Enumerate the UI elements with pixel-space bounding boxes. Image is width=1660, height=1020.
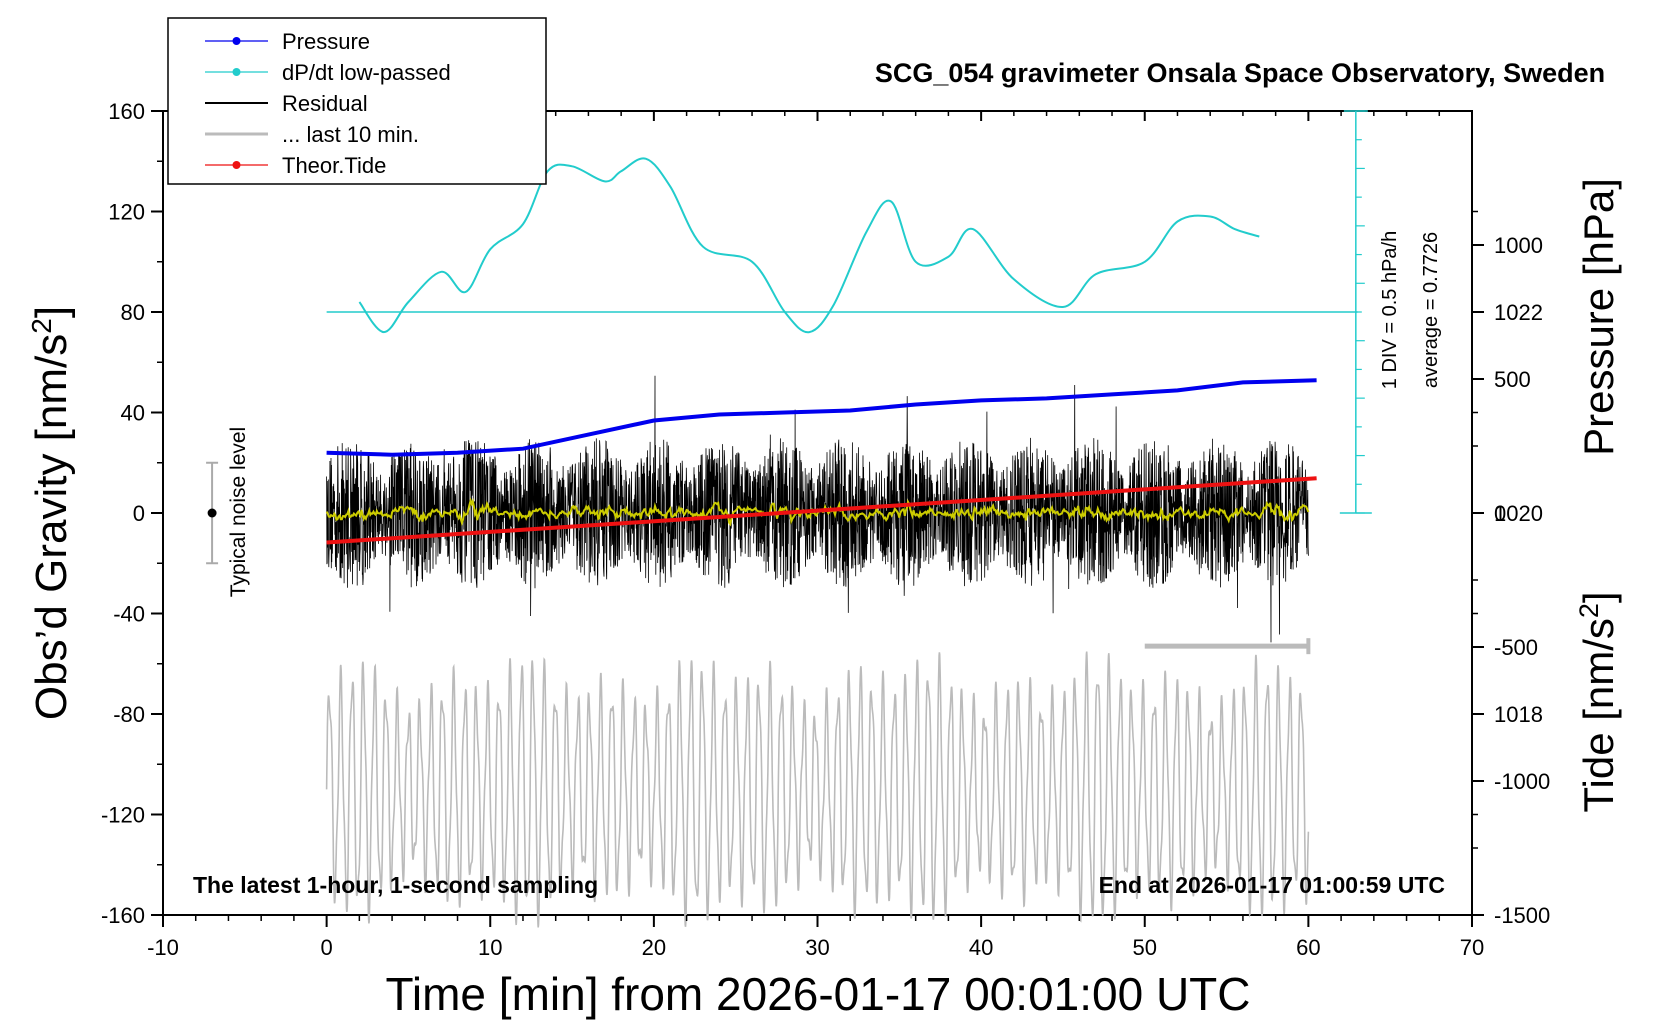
- legend-label-4: Theor.Tide: [282, 153, 386, 178]
- y-tick-label: 80: [121, 300, 145, 325]
- y-axis-label-tide: Tide [nm/s2]: [1574, 591, 1622, 812]
- last-10-min-series: [325, 638, 1311, 928]
- pressure-tick-label: 1018: [1494, 702, 1543, 727]
- last-10-min-line: [325, 651, 1310, 928]
- residual-smoothed: [325, 497, 1310, 527]
- residual-line: [326, 375, 1309, 643]
- x-tick-label: 50: [1133, 935, 1157, 960]
- dpdt-div-label: 1 DIV = 0.5 hPa/h: [1379, 231, 1401, 389]
- y-tick-label: 160: [108, 99, 145, 124]
- tide-tick-label: -1500: [1494, 903, 1550, 928]
- series-line-2: [326, 476, 1317, 545]
- y-axis-label-gravity-sup: 2: [26, 318, 57, 334]
- legend-marker-0: [232, 37, 241, 45]
- annotation-bottom-left: The latest 1-hour, 1-second sampling: [193, 872, 598, 898]
- legend-label-2: Residual: [282, 91, 368, 116]
- dpdt-scale: [206, 110, 1372, 565]
- y-axis-label-tide-text: Tide [nm/s: [1575, 618, 1622, 813]
- x-tick-label: 20: [642, 935, 666, 960]
- y-axis-label-gravity-text: Obs’d Gravity [nm/s: [27, 334, 76, 720]
- y-axis-label-pressure: Pressure [hPa]: [1575, 178, 1622, 456]
- annotation-bottom-right: End at 2026-01-17 01:00:59 UTC: [1099, 872, 1445, 898]
- noise-level-label: Typical noise level: [227, 427, 250, 597]
- legend-label-1: dP/dt low-passed: [282, 60, 451, 85]
- y-tick-label: -40: [113, 602, 145, 627]
- legend-box: [167, 17, 547, 185]
- y-axis-label-tide-sup: 2: [1574, 603, 1604, 618]
- x-tick-label: 40: [969, 935, 993, 960]
- tide-tick-label: 500: [1494, 367, 1531, 392]
- y-axis-label-gravity-end: ]: [27, 306, 76, 318]
- legend-marker-4: [232, 161, 241, 169]
- y-tick-label: 0: [133, 501, 145, 526]
- series-line-0: [326, 378, 1317, 457]
- x-tick-label: 30: [805, 935, 829, 960]
- chart-title: SCG_054 gravimeter Onsala Space Observat…: [875, 58, 1605, 88]
- axis-ticks: -10 0 10 20 30 40 50 60 7016012080400-40-80-120-…: [101, 99, 1550, 960]
- y-tick-label: 120: [108, 200, 145, 225]
- pressure-tick-label: 1022: [1494, 300, 1543, 325]
- x-tick-label: 70: [1460, 935, 1484, 960]
- dpdt-average-label: average = 0.7726: [1420, 232, 1442, 388]
- pressure-tick-label: 1020: [1494, 501, 1543, 526]
- x-axis-label: Time [min] from 2026-01-17 00:01:00 UTC: [386, 968, 1251, 1020]
- x-tick-label: -10: [147, 935, 179, 960]
- x-tick-label: 10: [478, 935, 502, 960]
- tide-tick-label: -1000: [1494, 769, 1550, 794]
- y-axis-label-gravity: Obs’d Gravity [nm/s2]: [26, 306, 77, 720]
- y-tick-label: -80: [113, 702, 145, 727]
- legend-marker-1: [232, 68, 241, 76]
- y-tick-label: -120: [101, 803, 145, 828]
- y-tick-label: 40: [121, 401, 145, 426]
- legend-label-3: ... last 10 min.: [282, 122, 419, 147]
- tide-tick-label: 1000: [1494, 233, 1543, 258]
- tide-series: [326, 476, 1317, 545]
- residual-smoothed-line: [325, 497, 1310, 527]
- tide-tick-label: -500: [1494, 635, 1538, 660]
- pressure-series: [326, 378, 1317, 457]
- legend-label-0: Pressure: [282, 29, 370, 54]
- tide-tick-label: 0: [1494, 501, 1506, 526]
- residual-series: [326, 375, 1309, 643]
- x-tick-label: 0: [321, 935, 333, 960]
- noise-bar-dot: [207, 508, 217, 518]
- legend: Pressure dP/dt low-passed Residual ... last…: [167, 17, 547, 185]
- x-tick-label: 60: [1296, 935, 1320, 960]
- y-tick-label: -160: [101, 903, 145, 928]
- y-axis-label-tide-end: ]: [1575, 591, 1622, 603]
